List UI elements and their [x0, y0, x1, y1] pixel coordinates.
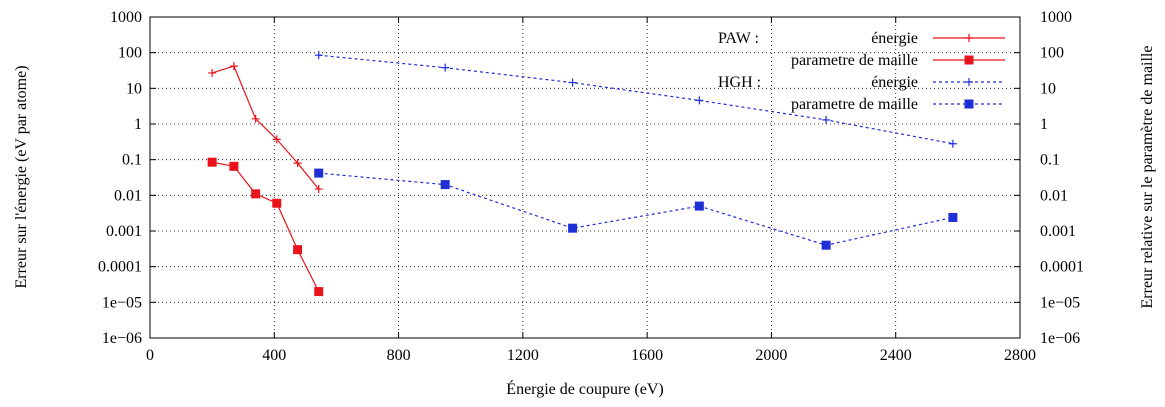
legend-sample-marker — [965, 78, 973, 86]
square-marker — [948, 212, 958, 222]
y2-tick-label: 1e−06 — [1040, 330, 1080, 347]
square-marker — [314, 287, 324, 297]
x-tick-label: 1600 — [631, 347, 663, 364]
square-marker — [314, 168, 324, 178]
y2-tick-label: 1000 — [1040, 9, 1072, 26]
x-axis-label: Énergie de coupure (eV) — [506, 379, 663, 398]
plus-marker — [822, 115, 831, 124]
y2-tick-label: 0.0001 — [1040, 259, 1084, 276]
square-marker — [272, 198, 282, 208]
x-tick-label: 400 — [262, 347, 286, 364]
legend-sample-marker — [964, 55, 974, 65]
x-tick-label: 2000 — [755, 347, 787, 364]
square-marker — [821, 240, 831, 250]
y2-tick-label: 100 — [1040, 45, 1064, 62]
legend-sample-marker — [965, 34, 973, 42]
plus-marker — [251, 114, 260, 123]
y-tick-label: 1 — [134, 116, 142, 133]
plus-marker — [314, 185, 323, 194]
y-axis-label: Erreur sur l'énergie (eV par atome) — [13, 65, 30, 288]
series-line — [318, 54, 954, 145]
legend-group-title: HGH : — [718, 74, 761, 91]
y-tick-label: 0.01 — [114, 187, 142, 204]
square-marker — [293, 245, 303, 255]
plus-marker — [695, 96, 704, 105]
legend: PAW : énergie parametre de maille HGH : éner… — [718, 30, 1005, 113]
x-tick-label: 2400 — [880, 347, 912, 364]
series-4 — [314, 168, 958, 250]
plot-frame — [149, 16, 1021, 339]
square-marker — [251, 189, 261, 199]
plus-marker — [441, 63, 450, 72]
plus-marker — [314, 51, 323, 60]
plus-marker — [272, 135, 281, 144]
y-tick-label: 0.1 — [122, 152, 142, 169]
legend-group-title: PAW : — [718, 30, 759, 47]
plus-marker — [208, 68, 217, 77]
plus-marker — [948, 139, 957, 148]
series — [207, 51, 958, 297]
legend-sample-marker — [964, 99, 974, 109]
legend-entry-label: énergie — [871, 30, 918, 47]
y-tick-label: 10 — [126, 80, 142, 97]
y-tick-label: 100 — [118, 45, 142, 62]
y2-tick-label: 1e−05 — [1040, 294, 1080, 311]
square-marker — [229, 161, 239, 171]
y2-axis-label: Erreur relative sur le paramètre de mail… — [1139, 46, 1156, 309]
y-tick-label: 0.001 — [106, 223, 142, 240]
series-line — [318, 172, 954, 246]
x-tick-label: 1200 — [507, 347, 539, 364]
legend-entry-label: parametre de maille — [791, 96, 918, 113]
series-3 — [314, 51, 957, 148]
series-line — [211, 65, 320, 190]
x-tick-label: 800 — [387, 347, 411, 364]
y2-tick-label: 0.1 — [1040, 152, 1060, 169]
square-marker — [694, 201, 704, 211]
y-tick-label: 1e−06 — [102, 330, 142, 347]
square-marker — [568, 223, 578, 233]
y2-tick-label: 10 — [1040, 80, 1056, 97]
series-2 — [207, 157, 324, 297]
square-marker — [440, 180, 450, 190]
plus-marker — [568, 78, 577, 87]
y2-tick-label: 0.01 — [1040, 187, 1068, 204]
y-tick-label: 1000 — [110, 9, 142, 26]
plus-marker — [229, 62, 238, 71]
square-marker — [207, 157, 217, 167]
legend-entry-label: parametre de maille — [791, 52, 918, 69]
series-1 — [208, 62, 323, 194]
y2-tick-label: 1 — [1040, 116, 1048, 133]
x-tick-label: 0 — [146, 347, 154, 364]
legend-entry-label: énergie — [871, 74, 918, 91]
plus-marker — [293, 159, 302, 168]
series-line — [211, 161, 320, 292]
y-tick-label: 1e−05 — [102, 294, 142, 311]
y2-tick-label: 0.001 — [1040, 223, 1076, 240]
x-tick-label: 2800 — [1004, 347, 1036, 364]
y-tick-label: 0.0001 — [98, 259, 142, 276]
